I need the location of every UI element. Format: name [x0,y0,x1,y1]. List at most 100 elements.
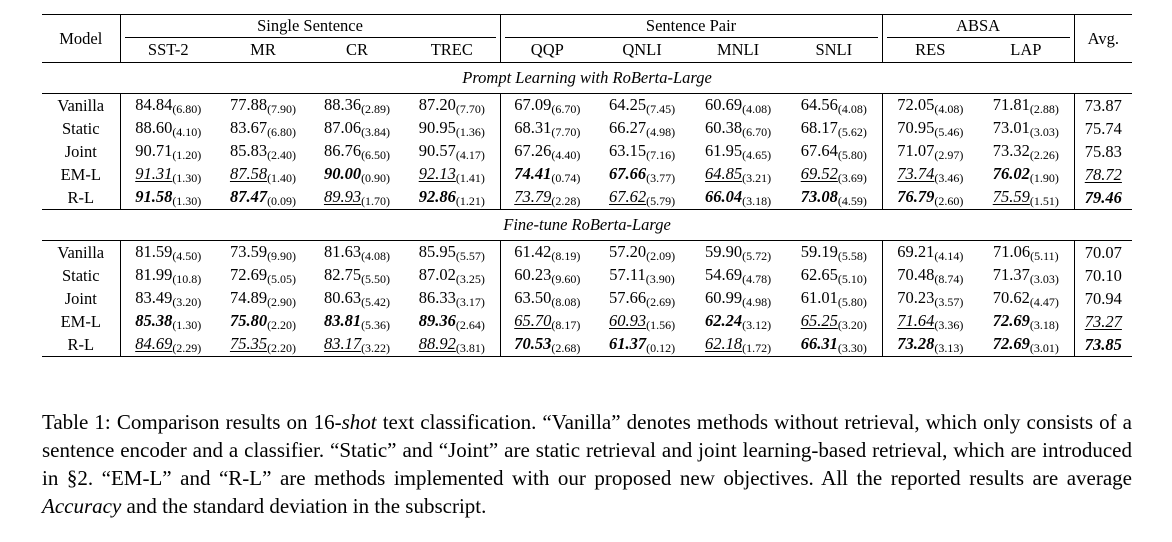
column-header: SST-2 [120,38,216,63]
avg-cell: 79.46 [1074,186,1133,210]
result-value: 89.93 [323,187,362,206]
result-value: 89.36 [418,311,456,330]
avg-value: 73.27 [1084,311,1122,331]
std-deviation: (3.81) [455,341,485,355]
result-cell: 66.04(3.18) [690,186,787,210]
result-cell: 57.20(2.09) [594,241,690,265]
std-deviation: (4.98) [742,295,772,309]
result-value: 57.66 [608,288,647,307]
column-header: MNLI [690,38,787,63]
result-cell: 59.90(5.72) [690,241,786,265]
std-deviation: (4.78) [742,272,772,286]
avg-cell: 73.27 [1074,310,1132,333]
std-deviation: (2.88) [1029,102,1059,116]
result-value: 54.69 [704,265,743,284]
std-deviation: (4.40) [551,148,581,162]
result-value: 80.63 [323,288,362,307]
column-header: RES [882,38,979,63]
result-cell: 73.59(9.90) [216,241,310,265]
group-underline: ABSA [886,15,1070,39]
result-cell: 88.92(3.81) [404,333,501,357]
result-value: 67.64 [800,141,838,160]
std-deviation: (3.36) [934,318,964,332]
result-cell: 59.19(5.58) [786,240,883,264]
std-deviation: (5.42) [361,295,391,309]
section-title-row: Prompt Learning with RoBerta-Large [42,62,1133,94]
result-value: 92.13 [418,164,456,183]
result-value: 68.31 [514,118,552,137]
result-cell: 83.81(5.36) [310,310,404,333]
std-deviation: (3.12) [742,318,772,332]
column-header: CR [310,38,404,63]
model-name: EM-L [42,163,121,186]
std-deviation: (2.64) [455,318,485,332]
result-cell: 74.89(2.90) [216,287,310,310]
result-value: 90.95 [418,118,456,137]
section-title-row: Fine-tune RoBerta-Large [42,209,1133,241]
table-row: R-L 91.58(1.30) 87.47(0.09) 89.93(1.70) 92.8… [42,186,1133,210]
result-value: 61.42 [514,242,552,261]
result-cell: 71.06(5.11) [978,240,1075,264]
result-cell: 71.81(2.88) [978,93,1075,117]
std-deviation: (1.40) [267,171,297,185]
result-cell: 77.88(7.90) [216,94,310,118]
avg-value: 73.85 [1084,334,1122,354]
result-value: 71.06 [992,242,1031,261]
std-deviation: (6.80) [172,102,202,116]
result-value: 71.37 [992,265,1030,284]
std-deviation: (5.80) [837,148,867,162]
result-cell: 68.31(7.70) [500,117,594,140]
std-deviation: (5.62) [837,125,867,139]
result-value: 83.67 [229,118,268,137]
result-value: 65.70 [514,311,552,330]
result-value: 91.31 [135,164,173,183]
result-cell: 90.57(4.17) [404,140,501,163]
header-row-groups: Model Single Sentence Sentence Pair ABSA Avg… [42,14,1133,63]
result-value: 73.28 [897,334,935,353]
std-deviation: (4.08) [361,249,391,263]
std-deviation: (3.20) [172,295,202,309]
result-value: 73.01 [992,118,1030,137]
std-deviation: (4.10) [172,125,202,139]
std-deviation: (1.90) [1029,171,1059,185]
result-cell: 87.58(1.40) [216,163,310,186]
std-deviation: (5.57) [455,249,485,263]
result-cell: 91.31(1.30) [120,163,216,186]
result-cell: 57.11(3.90) [594,264,690,287]
std-deviation: (5.05) [267,272,297,286]
caption-emphasis-shot: shot [341,410,377,434]
std-deviation: (6.70) [551,102,581,116]
result-cell: 87.20(7.70) [404,93,501,117]
model-name: R-L [42,186,121,210]
std-deviation: (3.01) [1029,341,1059,355]
result-value: 67.62 [608,187,647,206]
std-deviation: (3.03) [1029,272,1059,286]
std-deviation: (2.28) [551,194,581,208]
avg-cell: 75.74 [1074,117,1132,140]
table-row: EM-L 91.31(1.30) 87.58(1.40) 90.00(0.90) 92.… [42,163,1132,186]
result-value: 86.76 [323,141,362,160]
result-cell: 62.18(1.72) [690,333,787,357]
std-deviation: (8.19) [551,249,581,263]
table-row: EM-L 85.38(1.30) 75.80(2.20) 83.81(5.36) 89.… [42,310,1132,333]
result-cell: 63.50(8.08) [500,287,594,310]
model-header: Model [42,14,121,63]
table-row: Static 81.99(10.8) 72.69(5.05) 82.75(5.50) 8… [42,264,1132,287]
column-header: QQP [500,38,595,63]
result-cell: 90.71(1.20) [120,140,216,163]
result-cell: 60.99(4.98) [690,287,786,310]
result-value: 75.35 [229,334,268,353]
table-row: Joint 83.49(3.20) 74.89(2.90) 80.63(5.42) 86… [42,287,1132,310]
result-value: 75.80 [229,311,268,330]
model-name: Vanilla [42,93,121,117]
result-value: 65.25 [800,311,838,330]
result-value: 70.48 [897,265,935,284]
result-value: 69.21 [897,242,935,261]
std-deviation: (2.97) [934,148,964,162]
std-deviation: (7.45) [646,102,676,116]
result-cell: 75.80(2.20) [216,310,310,333]
result-value: 75.59 [992,187,1030,206]
result-value: 61.37 [608,334,647,353]
result-value: 67.26 [514,141,552,160]
result-cell: 83.49(3.20) [120,287,216,310]
